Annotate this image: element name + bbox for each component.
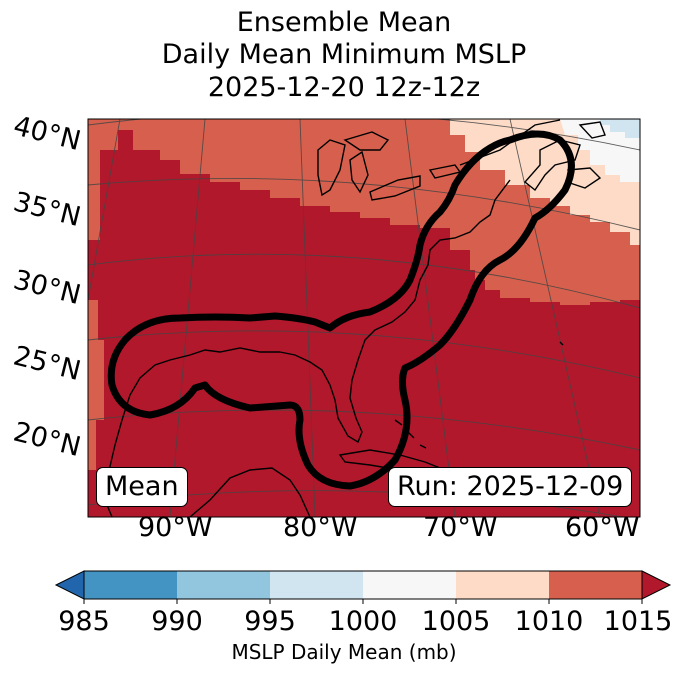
- colorbar-tick-1000: 1000: [328, 606, 398, 637]
- pressure-fill-995-1000: [600, 119, 640, 138]
- mean-label-box: Mean: [96, 467, 188, 507]
- run-date-label-box: Run: 2025-12-09: [388, 467, 633, 507]
- colorbar-bin-1005-1010: [456, 571, 549, 599]
- colorbar-extend-low: [54, 570, 85, 600]
- colorbar-extend-high: [641, 570, 672, 600]
- title-line-2: Daily Mean Minimum MSLP: [161, 39, 527, 70]
- pressure-fill-1010-west: [88, 300, 104, 470]
- pressure-fill-1000-1005: [560, 119, 640, 182]
- colorbar-bin-1000-1005: [363, 571, 456, 599]
- lon-label-70w: 70°W: [423, 512, 498, 543]
- colorbar-bin-1010-1015: [549, 571, 642, 599]
- title-line-1: Ensemble Mean: [236, 7, 452, 38]
- ensemble-contour: [107, 130, 575, 490]
- colorbar-tick-990: 990: [151, 606, 203, 637]
- colorbar-bin-990-995: [177, 571, 270, 599]
- lon-label-90w: 90°W: [138, 512, 213, 543]
- colorbar-tick-985: 985: [58, 606, 110, 637]
- title-line-3: 2025-12-20 12z-12z: [207, 72, 481, 103]
- colorbar-bin-995-1000: [270, 571, 363, 599]
- colorbar-bin-985-990: [84, 571, 177, 599]
- colorbar-tick-1010: 1010: [514, 606, 584, 637]
- lon-label-60w: 60°W: [565, 512, 640, 543]
- colorbar: [54, 570, 672, 604]
- colorbar-tick-1005: 1005: [421, 606, 491, 637]
- colorbar-label: MSLP Daily Mean (mb): [231, 640, 457, 664]
- map-panel: [88, 119, 640, 517]
- colorbar-tick-1015: 1015: [603, 606, 673, 637]
- lon-label-80w: 80°W: [283, 512, 358, 543]
- colorbar-tick-995: 995: [244, 606, 296, 637]
- coastlines: [104, 119, 606, 517]
- map-frame: [87, 118, 641, 518]
